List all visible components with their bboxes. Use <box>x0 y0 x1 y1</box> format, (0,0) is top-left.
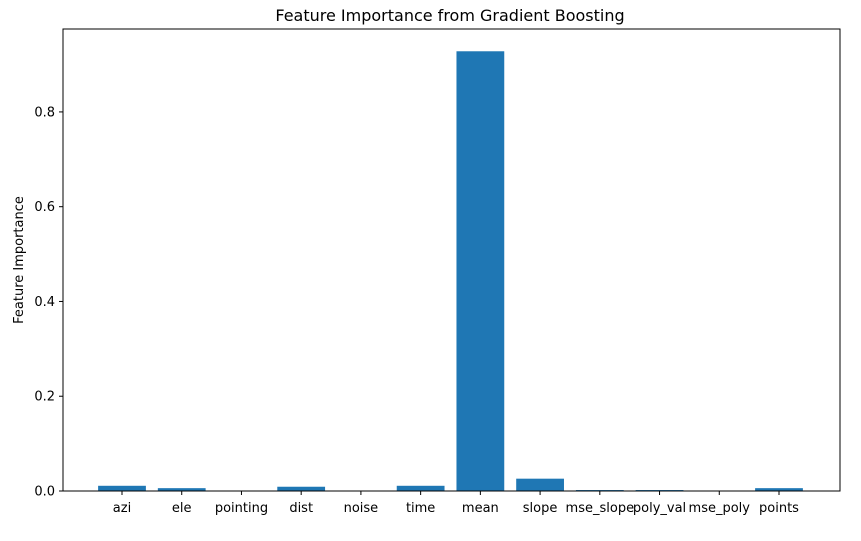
bar-slope <box>516 479 564 491</box>
x-tick-label: dist <box>289 501 313 516</box>
bar-time <box>397 486 445 491</box>
y-tick-label: 0.6 <box>34 200 55 215</box>
x-tick-label: mse_slope <box>566 501 635 516</box>
y-tick-label: 0.4 <box>34 295 55 310</box>
y-axis-label: Feature Importance <box>12 196 27 324</box>
x-tick-label: pointing <box>215 501 268 516</box>
bar-mean <box>456 51 504 491</box>
y-tick-label: 0.8 <box>34 105 55 120</box>
x-tick-label: ele <box>172 501 192 516</box>
y-tick-label: 0.0 <box>34 485 55 500</box>
x-tick-label: noise <box>344 501 379 516</box>
x-tick-label: points <box>759 501 799 516</box>
bar-dist <box>277 487 325 491</box>
bar-azi <box>98 486 146 491</box>
chart-title: Feature Importance from Gradient Boostin… <box>275 6 624 25</box>
x-tick-label: mse_poly <box>689 501 751 516</box>
x-tick-label: poly_val <box>633 501 686 516</box>
x-tick-label: time <box>406 501 435 516</box>
x-tick-label: slope <box>523 501 558 516</box>
x-tick-label: mean <box>462 501 499 516</box>
x-tick-label: azi <box>113 501 131 516</box>
y-tick-label: 0.2 <box>34 390 55 405</box>
